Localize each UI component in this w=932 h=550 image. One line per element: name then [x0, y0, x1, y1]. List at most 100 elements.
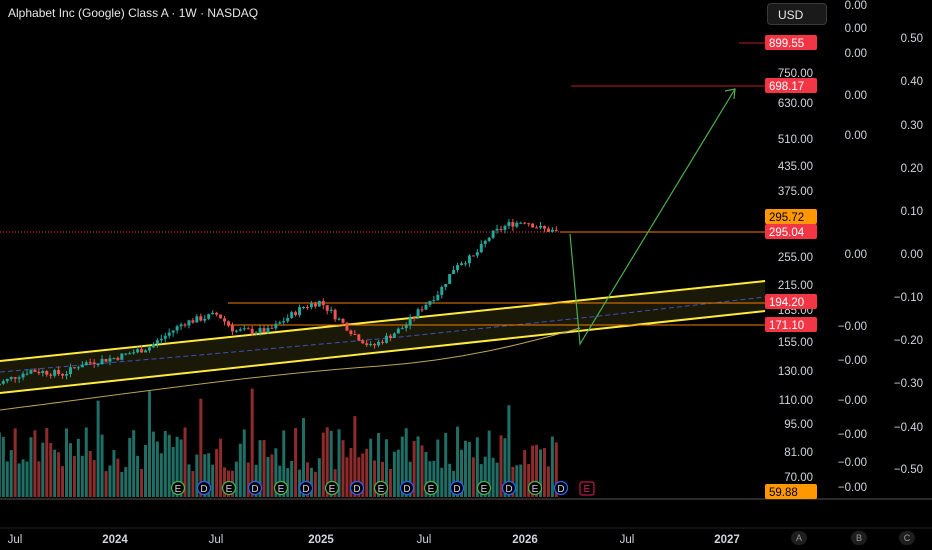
- candle-body: [479, 243, 483, 253]
- volume-bar: [155, 441, 159, 497]
- price-axis[interactable]: 750.00 630.00 510.00 435.00 375.00 255.00 215.…: [778, 68, 813, 484]
- scale-button-b[interactable]: B: [851, 531, 867, 545]
- dividend-marker[interactable]: D: [298, 480, 314, 496]
- marker-bg: [298, 480, 314, 496]
- candle-body: [396, 328, 400, 334]
- earnings-marker[interactable]: E: [221, 480, 237, 496]
- dividend-marker[interactable]: D: [553, 480, 569, 496]
- dividend-marker[interactable]: D: [501, 480, 517, 496]
- candle-body: [159, 338, 163, 341]
- candle: [163, 332, 167, 343]
- dividend-marker[interactable]: D: [349, 480, 365, 496]
- volume-bar: [128, 437, 132, 497]
- candle: [456, 262, 460, 273]
- dividend-marker[interactable]: D: [196, 480, 212, 496]
- candle: [25, 369, 29, 376]
- candle-body: [546, 228, 550, 232]
- candle: [219, 314, 223, 319]
- secondary-tick-label: 0.00: [901, 249, 923, 261]
- earnings-marker[interactable]: E: [579, 481, 595, 496]
- volume-bar: [471, 457, 475, 497]
- volume-bar: [262, 440, 266, 497]
- secondary-tick-label: −0.30: [894, 378, 923, 390]
- time-tick-label: Jul: [620, 534, 635, 546]
- price-badge-label: 171.10: [769, 320, 804, 332]
- volume-bar: [408, 461, 412, 497]
- volume-bar: [88, 450, 92, 497]
- dividend-marker[interactable]: D: [449, 480, 465, 496]
- candle: [396, 327, 400, 334]
- earnings-marker[interactable]: E: [476, 480, 492, 496]
- price-badge-label: 899.55: [769, 38, 804, 50]
- candle: [511, 218, 515, 231]
- candle: [120, 353, 124, 361]
- candle-body: [238, 329, 242, 331]
- earnings-marker[interactable]: E: [324, 480, 340, 496]
- candle-body: [345, 322, 349, 331]
- currency-selector[interactable]: USD: [767, 3, 827, 25]
- volume-bar: [17, 463, 21, 497]
- candle: [17, 375, 21, 383]
- volume-bar: [432, 460, 436, 497]
- candle: [353, 330, 357, 336]
- candle-body: [298, 307, 302, 316]
- marker-letter: E: [175, 484, 182, 495]
- time-axis[interactable]: Jul 2024 Jul 2025 Jul 2026 Jul 2027: [8, 534, 740, 546]
- volume-bar: [365, 448, 369, 497]
- candle-body: [444, 283, 448, 288]
- candle: [112, 357, 116, 360]
- candle-body: [33, 370, 37, 372]
- price-tick-label: 155.00: [778, 337, 813, 349]
- candle: [96, 363, 100, 368]
- volume-bar: [420, 445, 424, 497]
- candle: [463, 260, 467, 267]
- candle-body: [175, 326, 179, 331]
- volume-bar: [234, 461, 238, 497]
- volume-bar: [531, 445, 535, 497]
- volume-bar: [463, 440, 467, 497]
- candle-body: [17, 377, 21, 379]
- volume-bar: [527, 464, 531, 497]
- candle-body: [96, 364, 100, 366]
- candle-body: [321, 301, 325, 306]
- earnings-marker[interactable]: E: [273, 480, 289, 496]
- volume-bar: [483, 456, 487, 497]
- volume-bar: [203, 454, 207, 497]
- candle: [226, 320, 230, 328]
- marker-bg: [196, 480, 212, 496]
- candle: [412, 315, 416, 322]
- candle-body: [381, 341, 385, 343]
- candle: [487, 236, 491, 243]
- price-tick-label: 255.00: [778, 252, 813, 264]
- volume-bar: [539, 449, 543, 497]
- price-badge-bg: [765, 209, 817, 224]
- marker-letter: D: [200, 484, 207, 495]
- dividend-marker[interactable]: D: [399, 480, 415, 496]
- candle-body: [100, 358, 104, 365]
- candle: [554, 226, 558, 232]
- candle: [519, 221, 523, 224]
- marker-letter: D: [557, 484, 564, 495]
- scale-button-a[interactable]: A: [791, 531, 807, 545]
- candle: [61, 373, 65, 379]
- candle-body: [179, 324, 183, 327]
- earnings-marker[interactable]: E: [423, 480, 439, 496]
- time-tick-label: Jul: [209, 534, 224, 546]
- volume-bars: [0, 388, 558, 497]
- dividend-marker[interactable]: D: [247, 480, 263, 496]
- candle-body: [369, 344, 373, 346]
- scale-button-c[interactable]: C: [899, 531, 915, 545]
- volume-bar: [381, 461, 385, 497]
- earnings-marker[interactable]: E: [170, 480, 186, 496]
- candle-body: [191, 320, 195, 323]
- candle-body: [527, 223, 531, 225]
- candle: [147, 345, 151, 353]
- earnings-marker[interactable]: E: [373, 480, 389, 496]
- candle: [199, 313, 203, 322]
- candle-body: [151, 343, 155, 348]
- earnings-marker[interactable]: E: [527, 480, 543, 496]
- candle-body: [357, 334, 361, 341]
- volume-bar: [132, 430, 136, 497]
- volume-bar: [487, 430, 491, 497]
